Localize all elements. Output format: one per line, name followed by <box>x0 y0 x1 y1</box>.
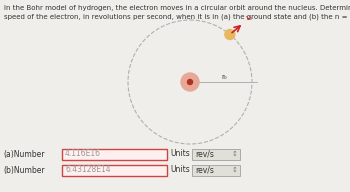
FancyBboxPatch shape <box>62 165 167 175</box>
Text: v₀: v₀ <box>246 15 252 21</box>
Text: ↕: ↕ <box>232 151 238 157</box>
Circle shape <box>188 79 193 84</box>
Text: speed of the electron, in revolutions per second, when it is in (a) the ground s: speed of the electron, in revolutions pe… <box>4 14 350 21</box>
Text: ↕: ↕ <box>232 167 238 173</box>
Text: Units: Units <box>170 150 190 159</box>
Text: (a)Number: (a)Number <box>3 150 44 159</box>
Circle shape <box>181 73 199 91</box>
Circle shape <box>225 30 235 40</box>
FancyBboxPatch shape <box>192 165 240 175</box>
Text: In the Bohr model of hydrogen, the electron moves in a circular orbit around the: In the Bohr model of hydrogen, the elect… <box>4 5 350 11</box>
Text: (b)Number: (b)Number <box>3 166 45 175</box>
Text: r₀: r₀ <box>221 74 227 80</box>
Text: rev/s: rev/s <box>195 166 214 175</box>
Text: 4.116E16: 4.116E16 <box>65 150 101 159</box>
FancyBboxPatch shape <box>192 148 240 160</box>
FancyBboxPatch shape <box>62 148 167 160</box>
Text: rev/s: rev/s <box>195 150 214 159</box>
Text: Units: Units <box>170 166 190 175</box>
Text: 6.43128E14: 6.43128E14 <box>65 166 111 175</box>
